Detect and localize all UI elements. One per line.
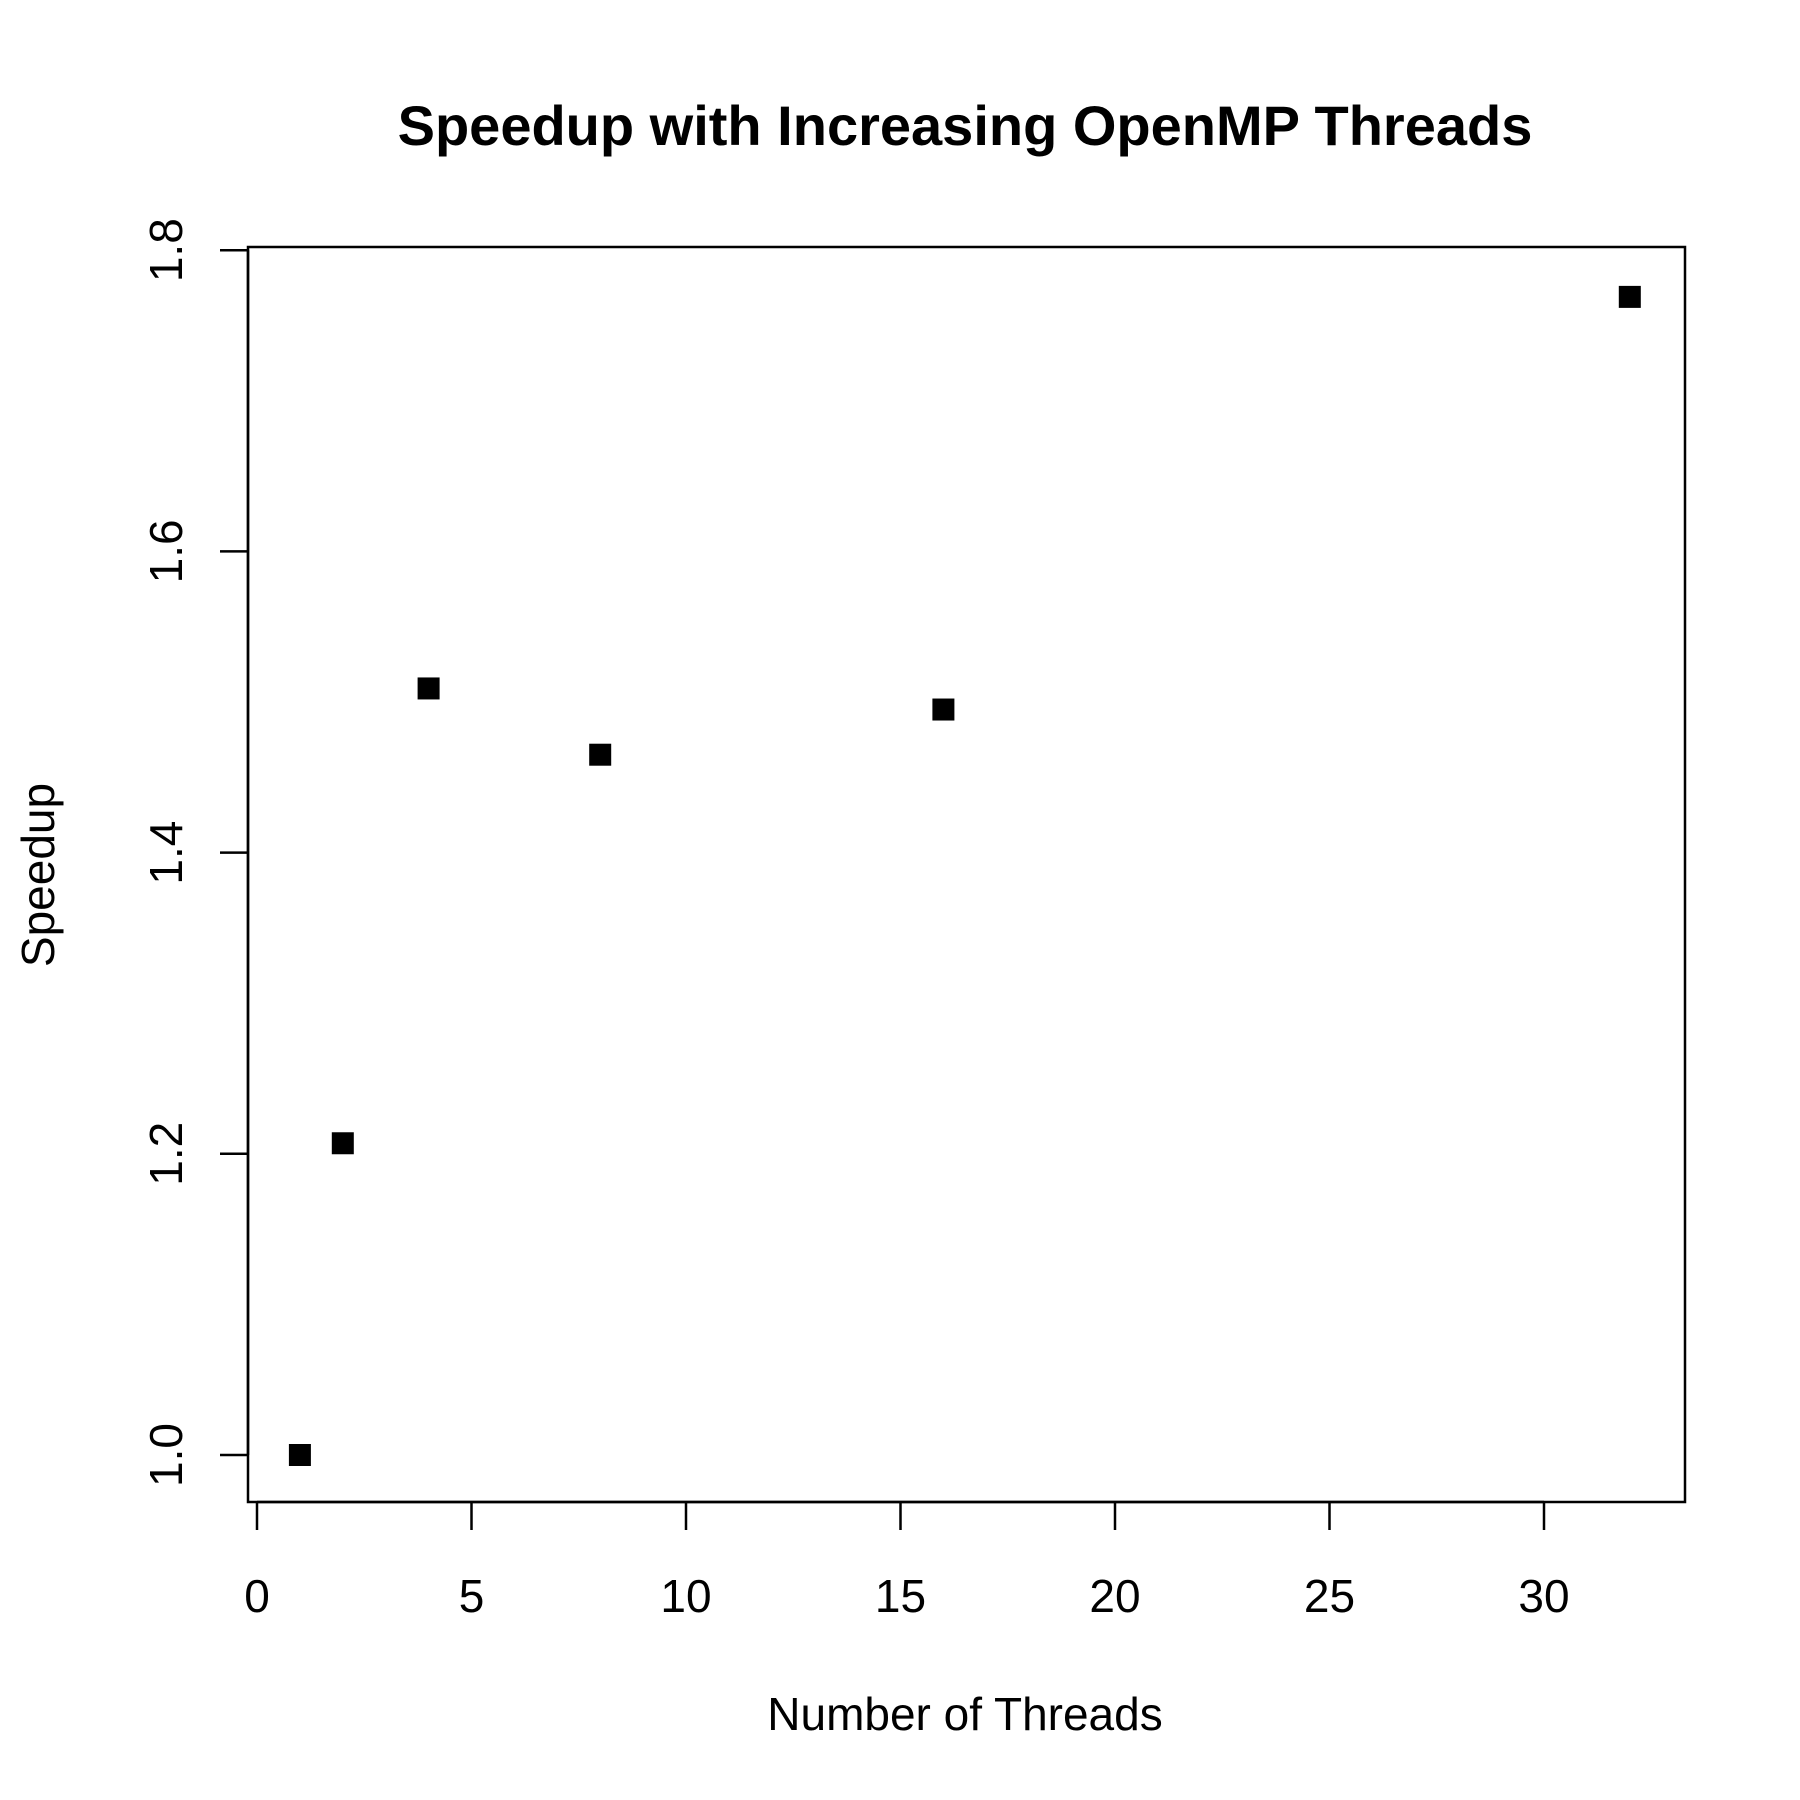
data-point [1618,285,1641,308]
y-tick-label: 1.8 [140,218,192,282]
y-axis: 1.0 1.2 1.4 1.6 1.8 [140,218,250,1487]
data-point [417,677,440,700]
data-point [932,698,955,721]
x-axis: 0 5 10 15 20 25 30 [244,1500,1570,1622]
data-point [331,1132,354,1155]
x-tick-label: 10 [660,1570,711,1622]
x-tick-label: 0 [244,1570,270,1622]
data-point [589,743,612,766]
x-tick-label: 5 [459,1570,485,1622]
x-tick-label: 20 [1089,1570,1140,1622]
y-tick-label: 1.2 [140,1122,192,1186]
x-tick-label: 15 [875,1570,926,1622]
x-axis-label: Number of Threads [767,1688,1162,1740]
x-tick-label: 30 [1518,1570,1569,1622]
y-tick-label: 1.6 [140,519,192,583]
y-tick-label: 1.4 [140,821,192,885]
y-tick-label: 1.0 [140,1423,192,1487]
x-tick-label: 25 [1304,1570,1355,1622]
plot-frame [246,245,1687,1504]
data-point [288,1444,311,1466]
chart-title: Speedup with Increasing OpenMP Threads [398,94,1533,157]
y-axis-label: Speedup [12,783,64,967]
data-points [288,285,1641,1466]
